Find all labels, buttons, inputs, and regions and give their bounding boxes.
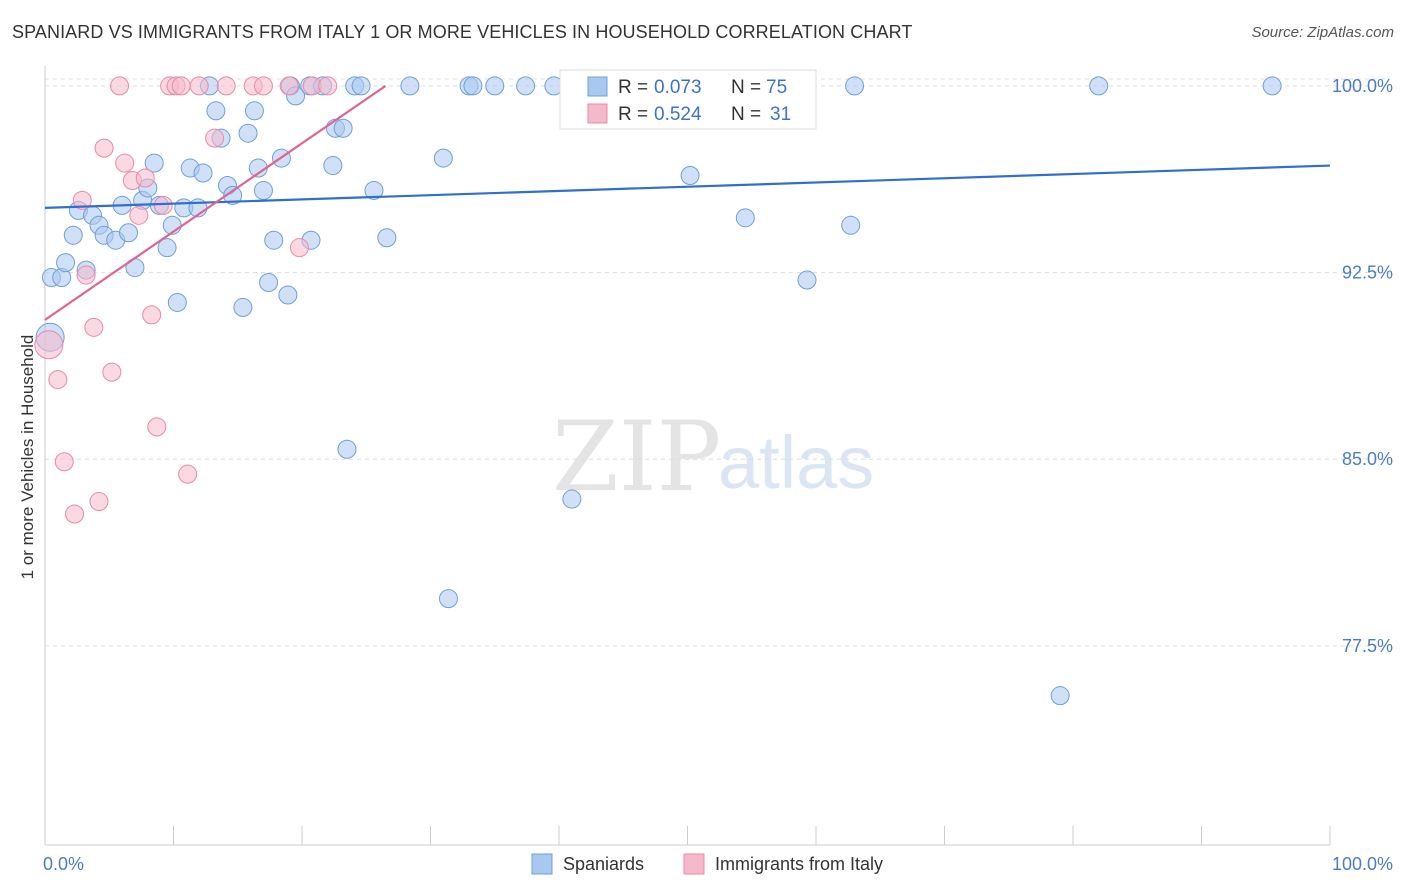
- y-tick-label-2: 85.0%: [1342, 449, 1393, 469]
- point-italy-15: [142, 305, 162, 325]
- legend-r-label-2: R =: [618, 104, 648, 125]
- point-italy-14: [135, 168, 155, 188]
- point-spaniards-26: [206, 101, 226, 121]
- legend-r-value-2: 0.524: [654, 104, 702, 125]
- point-spaniards-20: [167, 292, 187, 312]
- point-spaniards-4: [63, 225, 83, 245]
- legend-n-value-1: 75: [766, 77, 787, 98]
- legend-n-value-2: 31: [770, 104, 791, 125]
- point-spaniards-38: [278, 285, 298, 305]
- watermark-atlas: atlas: [718, 421, 874, 504]
- bottom-legend-swatch-spaniards: [531, 853, 553, 875]
- y-tick-label-0: 100.0%: [1332, 76, 1393, 96]
- y-tick-label-3: 77.5%: [1342, 636, 1393, 656]
- point-spaniards-16: [144, 153, 164, 173]
- point-italy-26: [253, 76, 273, 96]
- point-spaniards-50: [364, 180, 384, 200]
- point-italy-6: [84, 317, 104, 337]
- y-tick-label-1: 92.5%: [1342, 263, 1393, 283]
- grid: [45, 78, 1390, 647]
- watermark-zip: ZIP: [552, 401, 721, 513]
- point-italy-3: [65, 504, 85, 524]
- point-spaniards-49: [351, 76, 371, 96]
- point-spaniards-70: [845, 76, 865, 96]
- point-italy-10: [110, 76, 130, 96]
- stats-legend: R = 0.073 N = 75 R = 0.524 N = 31: [559, 69, 817, 130]
- x-tick-label-1: 100.0%: [1332, 854, 1393, 874]
- point-spaniards-31: [238, 123, 258, 143]
- watermark: ZIP atlas: [552, 401, 874, 513]
- point-spaniards-36: [264, 230, 284, 250]
- point-spaniards-34: [253, 180, 273, 200]
- legend-swatch-italy: [587, 103, 608, 124]
- point-spaniards-52: [400, 76, 420, 96]
- point-spaniards-73: [1089, 76, 1109, 96]
- bottom-legend-label-italy: Immigrants from Italy: [715, 854, 883, 874]
- point-spaniards-60: [562, 489, 582, 509]
- point-spaniards-56: [463, 76, 483, 96]
- point-spaniards-24: [193, 163, 213, 183]
- trend-lines: [44, 85, 1331, 321]
- point-italy-13: [129, 205, 149, 225]
- point-italy-24: [216, 76, 236, 96]
- bottom-legend-swatch-italy: [683, 853, 705, 875]
- point-spaniards-66: [735, 208, 755, 228]
- point-spaniards-18: [157, 238, 177, 258]
- point-italy-7: [89, 492, 109, 512]
- point-spaniards-29: [223, 185, 243, 205]
- point-italy-1: [48, 370, 68, 390]
- y-axis-label: 1 or more Vehicles in Household: [18, 335, 37, 580]
- point-italy-17: [153, 195, 173, 215]
- chart-source: Source: ZipAtlas.com: [1251, 24, 1394, 41]
- chart-title: SPANIARD VS IMMIGRANTS FROM ITALY 1 OR M…: [12, 22, 913, 42]
- point-spaniards-32: [244, 101, 264, 121]
- point-spaniards-74: [1262, 76, 1282, 96]
- point-spaniards-58: [516, 76, 536, 96]
- point-italy-9: [102, 362, 122, 382]
- point-italy-16: [147, 417, 167, 437]
- point-italy-20: [171, 76, 191, 96]
- point-spaniards-3: [56, 253, 76, 273]
- point-spaniards-35: [259, 273, 279, 293]
- point-italy-27: [279, 76, 299, 96]
- legend-r-label-1: R =: [618, 77, 648, 98]
- point-spaniards-64: [680, 166, 700, 186]
- point-spaniards-54: [438, 589, 458, 609]
- point-spaniards-69: [841, 215, 861, 235]
- point-spaniards-30: [233, 297, 253, 317]
- point-italy-0: [34, 330, 64, 360]
- point-italy-4: [72, 190, 92, 210]
- point-spaniards-53: [433, 148, 453, 168]
- point-italy-5: [76, 265, 96, 285]
- point-spaniards-51: [377, 228, 397, 248]
- point-spaniards-72: [1050, 686, 1070, 706]
- point-italy-23: [205, 128, 225, 148]
- point-italy-30: [318, 76, 338, 96]
- legend-r-value-1: 0.073: [654, 77, 702, 98]
- point-italy-8: [94, 138, 114, 158]
- point-spaniards-71: [797, 270, 817, 290]
- point-italy-22: [189, 76, 209, 96]
- point-spaniards-47: [337, 439, 357, 459]
- x-tick-label-0: 0.0%: [43, 854, 84, 874]
- point-spaniards-12: [119, 223, 139, 243]
- point-italy-28: [289, 238, 309, 258]
- axes: 100.0% 92.5% 85.0% 77.5% 0.0% 100.0%: [43, 66, 1393, 874]
- point-spaniards-44: [323, 156, 343, 176]
- point-italy-2: [54, 452, 74, 472]
- point-italy-11: [115, 153, 135, 173]
- legend-swatch-spaniards: [587, 76, 608, 97]
- point-italy-21: [178, 464, 198, 484]
- bottom-legend: Spaniards Immigrants from Italy: [531, 853, 883, 875]
- bottom-legend-label-spaniards: Spaniards: [563, 854, 644, 874]
- point-spaniards-57: [485, 76, 505, 96]
- point-spaniards-46: [333, 118, 353, 138]
- trend-line-italy: [44, 85, 387, 321]
- legend-n-label-1: N =: [731, 77, 761, 98]
- legend-n-label-2: N =: [731, 104, 761, 125]
- data-points: [34, 76, 1282, 706]
- trend-line-spaniards: [44, 164, 1331, 209]
